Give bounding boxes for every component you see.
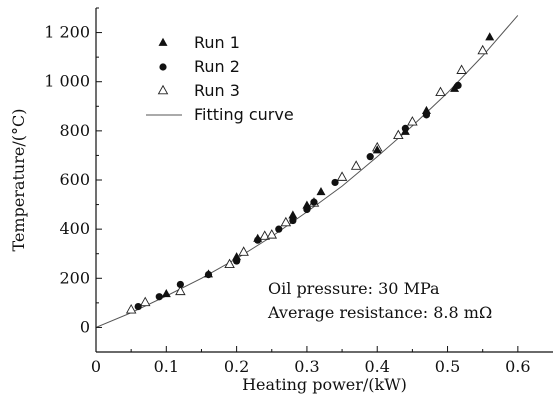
run-3-point [336, 171, 348, 181]
x-tick-label: 0.6 [505, 357, 530, 376]
plot-frame [95, 8, 553, 353]
y-tick-label: 0 [80, 317, 90, 336]
data-points-layer [125, 32, 495, 314]
run-2-point [366, 153, 374, 161]
legend-label-run-2: Run 2 [194, 57, 240, 76]
y-axis-title: Temperature/(°C) [9, 109, 28, 252]
x-axis-ticks: 0 0.1 0.2 0.3 0.4 0.5 0.6 [91, 346, 531, 376]
annotation-oil-pressure: Oil pressure: 30 MPa [268, 279, 440, 298]
y-tick-label: 400 [59, 219, 90, 238]
run-3-point [259, 230, 271, 240]
run-2-point [422, 111, 431, 119]
run-2-point [254, 236, 262, 244]
run-2-point [289, 216, 297, 225]
x-tick-label: 0.4 [365, 357, 390, 376]
run-1-point [485, 32, 495, 41]
run-1-point [288, 210, 298, 219]
run-1-point [161, 288, 171, 298]
run-2-point [331, 178, 339, 187]
run-1-point [421, 105, 431, 115]
run-3-point [266, 229, 278, 239]
legend-marker-run-2 [159, 63, 167, 71]
x-tick-label: 0.3 [294, 357, 319, 376]
y-axis-ticks: 0 200 400 600 800 1 000 1 200 [44, 7, 102, 353]
run-2-point [275, 225, 283, 233]
x-tick-label: 0.1 [154, 357, 179, 376]
run-2-point [401, 124, 409, 132]
run-2-point [303, 205, 311, 214]
run-1-point [316, 187, 326, 196]
run-3-point [238, 246, 249, 256]
legend-label-run-1: Run 1 [194, 33, 240, 52]
annotation-average-resistance: Average resistance: 8.8 mΩ [267, 303, 492, 322]
run-3-point [125, 304, 137, 314]
run-3-point [393, 129, 404, 140]
run-3-point [435, 86, 446, 97]
legend-marker-run-1 [158, 37, 168, 46]
x-axis-title: Heating power/(kW) [242, 375, 407, 394]
run-3-point [456, 64, 467, 74]
legend-label-run-3: Run 3 [194, 81, 240, 100]
run-2-point [310, 198, 318, 206]
run-2-point [155, 293, 163, 301]
run-1-point [232, 252, 242, 261]
run-2-point [204, 271, 213, 279]
run-3-point [139, 296, 151, 307]
legend-label-fitting-curve: Fitting curve [194, 105, 294, 124]
y-tick-label: 1 000 [44, 72, 90, 91]
x-tick-label: 0 [91, 357, 101, 376]
run-3-point [175, 285, 186, 296]
y-tick-label: 600 [59, 170, 90, 189]
legend-marker-run-3 [157, 84, 169, 95]
run-3-point [224, 258, 235, 269]
run-1-point [450, 83, 460, 92]
run-3-point [477, 44, 488, 55]
run-2-point [134, 302, 142, 311]
run-2-point [454, 81, 462, 89]
run-1-point [372, 145, 382, 154]
run-2-point [176, 280, 184, 289]
x-tick-label: 0.5 [435, 357, 460, 376]
y-tick-label: 800 [59, 121, 90, 140]
run-3-point [350, 160, 362, 170]
x-tick-label: 0.2 [224, 357, 249, 376]
run-3-point [280, 216, 292, 227]
run-1-point [302, 200, 312, 209]
y-tick-label: 200 [59, 268, 90, 287]
y-tick-label: 1 200 [44, 23, 90, 42]
run-2-point [233, 257, 241, 265]
legend: Run 1 Run 2 Run 3 Fitting curve [146, 33, 294, 124]
run-3-point [407, 116, 418, 126]
